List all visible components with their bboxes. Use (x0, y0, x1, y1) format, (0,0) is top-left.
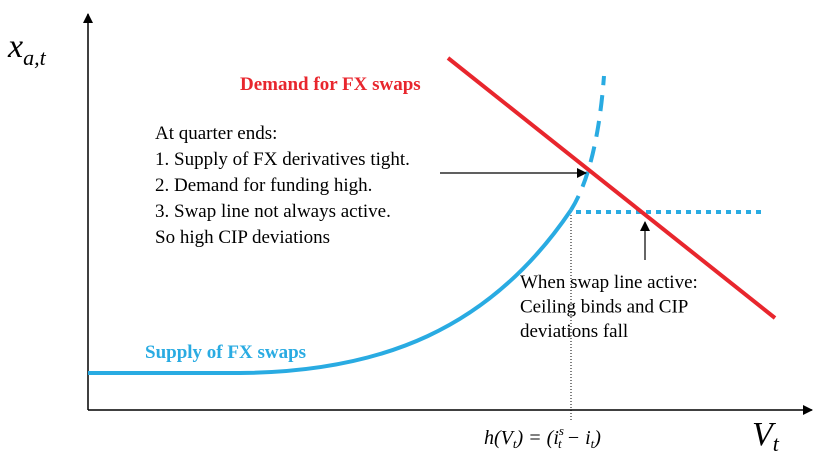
note-line: Ceiling binds and CIP (520, 297, 688, 318)
note-line: When swap line active: (520, 272, 698, 293)
note-line: 2. Demand for funding high. (155, 175, 372, 196)
threshold-label: h(Vt) = (is t − it) (484, 423, 601, 451)
note-line: deviations fall (520, 321, 628, 342)
swap-line-note: When swap line active: Ceiling binds and … (520, 272, 698, 342)
note-line: 1. Supply of FX derivatives tight. (155, 149, 410, 170)
supply-label: Supply of FX swaps (145, 342, 306, 363)
note-line: So high CIP deviations (155, 227, 330, 248)
x-axis-label: Vt (752, 416, 780, 451)
note-line: 3. Swap line not always active. (155, 201, 391, 222)
demand-curve (446, 56, 777, 320)
demand-label: Demand for FX swaps (240, 74, 421, 95)
supply-curve-dashed (569, 75, 606, 212)
quarter-end-note: At quarter ends: 1. Supply of FX derivati… (155, 123, 410, 248)
note-line: At quarter ends: (155, 123, 277, 144)
y-axis-label: xa,t (7, 28, 47, 70)
supply-curve (88, 208, 573, 375)
